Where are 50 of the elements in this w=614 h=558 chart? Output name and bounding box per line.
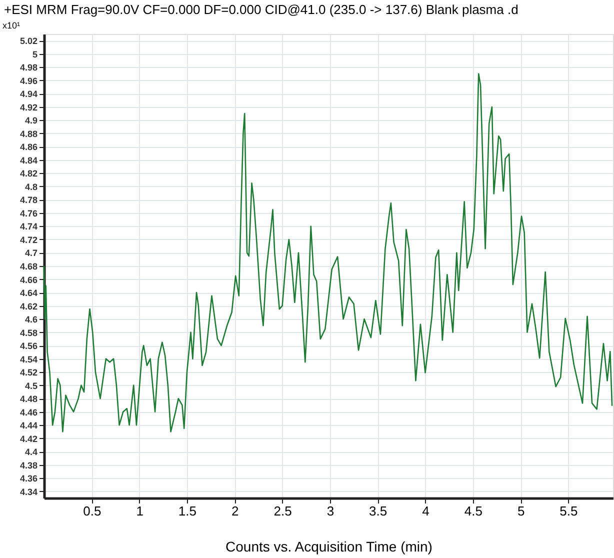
line-series (43, 73, 613, 432)
y-tick-label: 4.62 (20, 301, 38, 312)
y-tick-label: 4.72 (20, 234, 38, 245)
y-tick-label: 4.5 (24, 380, 38, 391)
y-tick-label: 4.4 (24, 447, 38, 458)
y-tick-label: 4.34 (20, 486, 38, 497)
y-tick-label: 4.88 (20, 128, 38, 139)
x-tick-label: 5.5 (560, 504, 578, 518)
y-tick-label: 4.98 (20, 62, 38, 73)
y-tick-label: 4.96 (20, 76, 38, 86)
y-tick-label: 4.94 (20, 89, 38, 100)
y-tick-label: 4.6 (24, 314, 38, 325)
y-tick-label: 4.56 (20, 341, 38, 352)
x-axis-title: Counts vs. Acquisition Time (min) (226, 538, 432, 554)
chart-title: +ESI MRM Frag=90.0V CF=0.000 DF=0.000 CID@41.0 (235.0 -> 137.6) Blank plasma .d (4, 2, 518, 17)
y-tick-label: 4.54 (20, 354, 38, 364)
x-tick-label: 0.5 (83, 504, 102, 518)
x-tick-label: 3 (326, 504, 334, 518)
x-tick-label: 4 (422, 504, 430, 518)
y-tick-label: 4.52 (20, 368, 38, 378)
y-tick-label: 4.8 (24, 182, 38, 192)
y-tick-label: 4.78 (20, 195, 38, 206)
y-tick-label: 4.44 (20, 420, 38, 431)
y-tick-label: 4.58 (20, 328, 38, 338)
y-tick-label: 4.9 (24, 116, 38, 126)
x-tick-label: 4.5 (464, 504, 482, 518)
y-tick-label: 4.68 (20, 262, 38, 272)
y-tick-label: 4.7 (24, 248, 38, 258)
x-tick-label: 5 (517, 504, 525, 518)
y-tick-label: 4.36 (20, 474, 38, 484)
y-tick-label: 4.66 (20, 274, 38, 285)
y-tick-label: 4.48 (20, 394, 38, 404)
y-tick-label: 4.42 (20, 434, 38, 444)
x-tick-label: 1 (136, 504, 144, 518)
x-tick-label: 2.5 (274, 504, 292, 518)
x-tick-label: 2 (232, 504, 239, 518)
y-tick-label: 4.46 (20, 407, 38, 418)
y-axis-title: x10¹ (2, 20, 20, 30)
y-tick-label: 4.38 (20, 460, 38, 470)
y-tick-label: 4.86 (20, 142, 38, 152)
y-tick-label: 4.84 (20, 155, 38, 166)
y-tick-label: 4.64 (20, 288, 38, 298)
y-tick-label: 5.02 (20, 36, 38, 46)
y-tick-label: 4.92 (20, 102, 38, 112)
x-tick-label: 3.5 (369, 504, 388, 518)
x-tick-label: 1.5 (178, 504, 197, 518)
y-tick-label: 4.76 (20, 208, 38, 218)
y-tick-label: 4.82 (20, 168, 38, 179)
y-tick-label: 5 (32, 49, 38, 60)
y-tick-label: 4.74 (20, 222, 38, 232)
